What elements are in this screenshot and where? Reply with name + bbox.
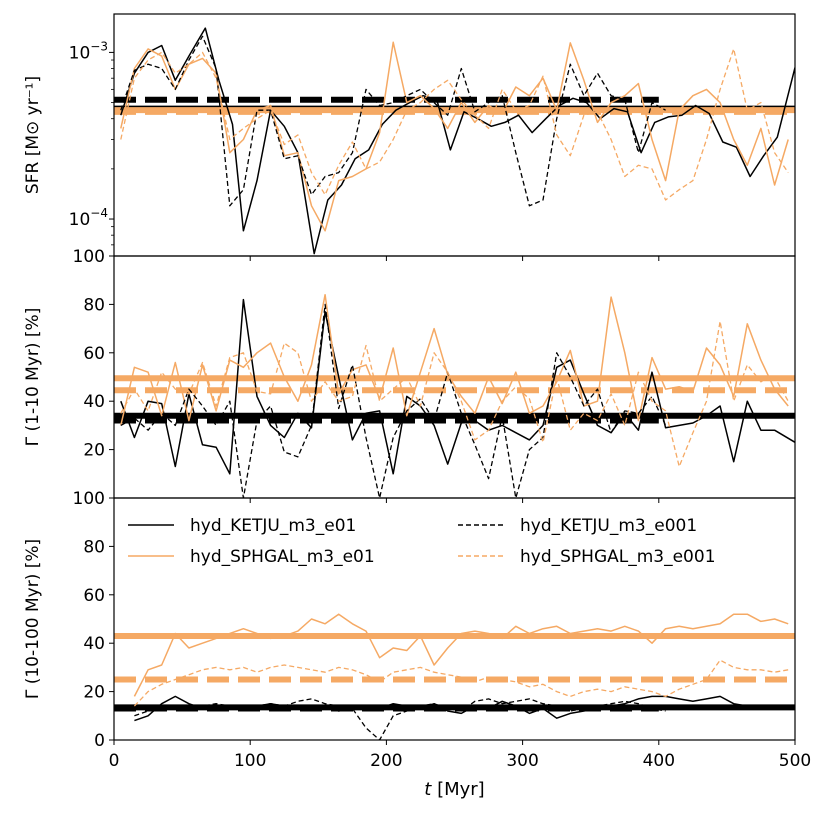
series-top-0 — [120, 27, 795, 255]
y-tick-label-bottom-0: 0 — [94, 731, 105, 751]
y-tick-label-middle-0: 20 — [83, 441, 105, 461]
series-middle-2 — [120, 303, 667, 498]
x-tick-label-2: 200 — [370, 751, 402, 771]
plot-area-middle — [114, 293, 795, 498]
plot-area-bottom — [114, 613, 795, 740]
y-tick-label-top-1: 10−3 — [69, 39, 108, 63]
y-tick-label-bottom-2: 40 — [83, 634, 105, 654]
series-top-3 — [120, 48, 789, 201]
legend-label-3: hyd_SPHGAL_m3_e001 — [520, 547, 716, 567]
legend-label-2: hyd_KETJU_m3_e001 — [520, 516, 697, 536]
y-tick-label-middle-3: 80 — [83, 295, 105, 315]
y-tick-label-middle-4: 100 — [73, 247, 105, 267]
series-bottom-1 — [133, 613, 789, 697]
y-axis-label-bottom: Γ (10-100 Myr) [%] — [23, 539, 43, 699]
x-tick-label-5: 500 — [779, 751, 811, 771]
axes-frame-bottom — [113, 497, 796, 741]
x-tick-label-3: 300 — [506, 751, 538, 771]
series-middle-0 — [120, 298, 795, 475]
plot-area-top — [114, 27, 795, 255]
y-tick-label-bottom-5: 100 — [73, 489, 105, 509]
y-tick-label-bottom-4: 80 — [83, 537, 105, 557]
y-tick-label-bottom-3: 60 — [83, 586, 105, 606]
y-tick-label-middle-2: 60 — [83, 344, 105, 364]
series-middle-3 — [120, 320, 789, 468]
y-tick-label-bottom-1: 20 — [83, 683, 105, 703]
panel-middle: 20 40 60 80 100 Γ (1-10 Myr) [%] — [23, 247, 796, 503]
y-tick-label-top-0: 10−4 — [69, 206, 108, 230]
panel-bottom: 0 20 40 60 80 100 0 100 200 300 400 500 Γ (10-100 My… — [23, 489, 811, 800]
legend-label-1: hyd_SPHGAL_m3_e01 — [190, 547, 375, 567]
series-bottom-2 — [134, 698, 666, 740]
series-bottom-0 — [134, 695, 789, 722]
legend: hyd_KETJU_m3_e01 hyd_SPHGAL_m3_e01 hyd_KET… — [128, 516, 716, 567]
series-top-2 — [120, 35, 666, 207]
series-bottom-3 — [133, 659, 789, 707]
series-top-1 — [120, 41, 789, 232]
x-tick-label-1: 100 — [234, 751, 266, 771]
x-tick-label-4: 400 — [643, 751, 675, 771]
series-middle-1 — [120, 293, 789, 426]
y-axis-label-middle: Γ (1-10 Myr) [%] — [23, 308, 43, 447]
legend-label-0: hyd_KETJU_m3_e01 — [190, 516, 356, 536]
x-axis-label: t [Myr] — [424, 779, 484, 800]
x-tick-label-0: 0 — [109, 751, 120, 771]
y-axis-label-top: SFR [M⊙ yr⁻¹] — [23, 76, 43, 194]
y-tick-label-middle-1: 40 — [83, 392, 105, 412]
